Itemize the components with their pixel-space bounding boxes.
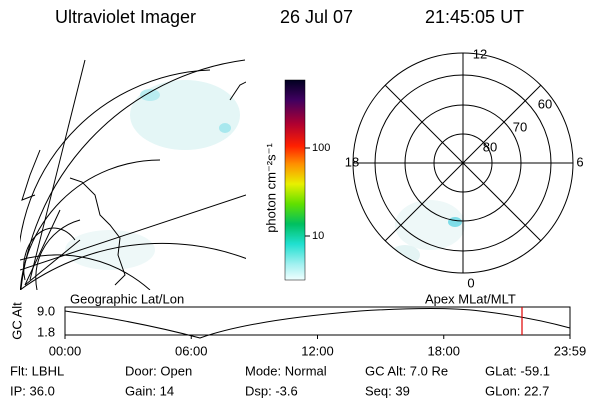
polar-grid (352, 52, 574, 274)
status-field: Seq: 39 (365, 383, 410, 398)
time-tick-label: 23:59 (554, 343, 587, 358)
colorbar-tick-label: 10 (312, 230, 324, 242)
altitude-axis-label: GC Alt (9, 302, 24, 340)
time-tick-label: 06:00 (175, 343, 208, 358)
status-field: GLat: -59.1 (485, 363, 550, 378)
mlt-label: 6 (576, 154, 583, 169)
time-tick-label: 00:00 (49, 343, 82, 358)
mlt-label: 12 (473, 46, 487, 61)
panel-label: Apex MLat/MLT (425, 291, 516, 306)
mlat-label: 60 (538, 96, 552, 111)
altitude-tick-label: 1.8 (37, 324, 55, 339)
altitude-plot (64, 306, 571, 336)
time-tick-label: 18:00 (427, 343, 460, 358)
mlat-label: 70 (513, 119, 527, 134)
mlt-label: 0 (467, 275, 474, 290)
panel-label: Geographic Lat/Lon (70, 291, 184, 306)
mlt-label: 18 (345, 154, 359, 169)
status-field: IP: 36.0 (10, 383, 55, 398)
instrument-title: Ultraviolet Imager (55, 7, 196, 27)
time: 21:45:05 UT (425, 7, 524, 27)
status-field: Dsp: -3.6 (245, 383, 298, 398)
mlat-label: 80 (483, 139, 497, 154)
altitude-tick-label: 9.0 (37, 303, 55, 318)
time-tick-label: 12:00 (301, 343, 334, 358)
colorbar (284, 79, 306, 281)
status-field: Gain: 14 (125, 383, 174, 398)
colorbar-tick-label: 100 (312, 142, 330, 154)
geographic-map (20, 59, 246, 290)
colorbar-unit: photon cm⁻²s⁻¹ (263, 143, 278, 233)
status-field: GC Alt: 7.0 Re (365, 363, 448, 378)
status-field: Flt: LBHL (10, 363, 64, 378)
status-field: Door: Open (125, 363, 192, 378)
date: 26 Jul 07 (280, 7, 353, 27)
altitude-curve (64, 308, 571, 339)
status-field: Mode: Normal (245, 363, 327, 378)
status-field: GLon: 22.7 (485, 383, 549, 398)
